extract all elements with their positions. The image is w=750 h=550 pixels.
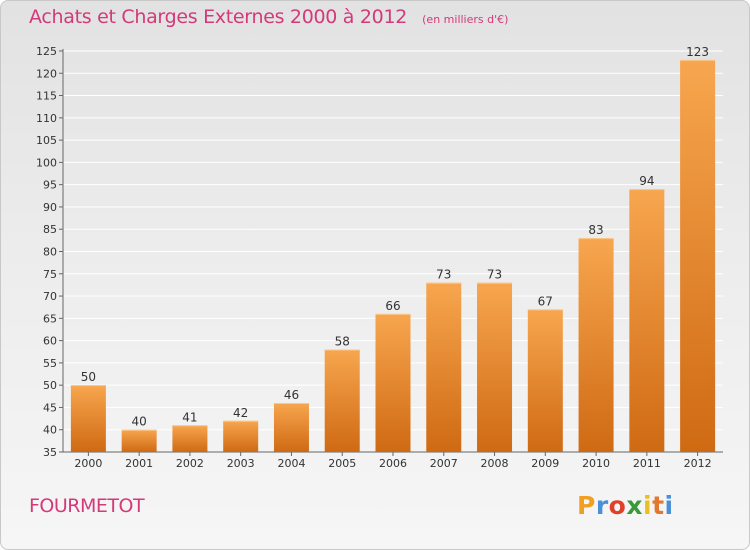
data-label-2001: 40 bbox=[132, 415, 147, 429]
y-tick-label: 100 bbox=[36, 156, 57, 169]
data-label-2005: 58 bbox=[335, 335, 350, 349]
x-tick-label-2005: 2005 bbox=[328, 457, 356, 470]
y-tick-label: 80 bbox=[43, 246, 57, 259]
chart-title: Achats et Charges Externes 2000 à 2012 bbox=[29, 6, 408, 28]
x-tick-label-2011: 2011 bbox=[633, 457, 661, 470]
y-tick-label: 110 bbox=[36, 112, 57, 125]
y-tick-label: 105 bbox=[36, 134, 57, 147]
brand-letter: r bbox=[595, 491, 609, 520]
y-tick-label: 60 bbox=[43, 335, 57, 348]
brand-letter: i bbox=[664, 491, 674, 520]
y-tick-label: 70 bbox=[43, 290, 57, 303]
x-tick-label-2007: 2007 bbox=[430, 457, 458, 470]
y-tick-label: 40 bbox=[43, 424, 57, 437]
x-tick-label-2003: 2003 bbox=[227, 457, 255, 470]
data-label-2011: 94 bbox=[639, 174, 654, 188]
x-tick-label-2002: 2002 bbox=[176, 457, 204, 470]
x-tick-label-2001: 2001 bbox=[125, 457, 153, 470]
x-tick-label-2009: 2009 bbox=[531, 457, 559, 470]
y-tick-label: 50 bbox=[43, 379, 57, 392]
bar-2000 bbox=[70, 385, 106, 452]
data-label-2004: 46 bbox=[284, 388, 299, 402]
y-tick-label: 55 bbox=[43, 357, 57, 370]
data-label-2010: 83 bbox=[588, 223, 603, 237]
bar-2006 bbox=[375, 313, 411, 452]
bar-2011 bbox=[629, 189, 665, 452]
bar-2009 bbox=[527, 309, 563, 452]
title-row: Achats et Charges Externes 2000 à 2012 (… bbox=[29, 6, 508, 28]
x-tick-label-2000: 2000 bbox=[74, 457, 102, 470]
data-label-2000: 50 bbox=[81, 370, 96, 384]
x-tick-label-2008: 2008 bbox=[481, 457, 509, 470]
bar-2003 bbox=[223, 420, 259, 452]
bars bbox=[70, 59, 716, 453]
town-name: FOURMETOT bbox=[29, 495, 145, 517]
y-tick-label: 65 bbox=[43, 312, 57, 325]
bar-2012 bbox=[680, 59, 716, 453]
x-tick-labels: 2000 2001 2002 2003 2004 2005 2006 2007 2008 2009… bbox=[74, 452, 712, 470]
y-tick-label: 90 bbox=[43, 201, 57, 214]
x-tick-label-2012: 2012 bbox=[684, 457, 712, 470]
chart-unit-note: (en milliers d'€) bbox=[422, 13, 509, 26]
data-label-2008: 73 bbox=[487, 268, 502, 282]
bar-2008 bbox=[477, 282, 513, 452]
brand-letter: o bbox=[608, 491, 627, 520]
y-tick-label: 95 bbox=[43, 179, 57, 192]
y-tick-label: 125 bbox=[36, 45, 57, 58]
data-label-2007: 73 bbox=[436, 268, 451, 282]
bar-2004 bbox=[273, 402, 309, 452]
y-tick-label: 115 bbox=[36, 90, 57, 103]
data-label-2003: 42 bbox=[233, 406, 248, 420]
brand-logo: Proxiti bbox=[577, 491, 674, 520]
bar-2002 bbox=[172, 425, 208, 452]
x-tick-label-2010: 2010 bbox=[582, 457, 610, 470]
bar-2010 bbox=[578, 238, 614, 452]
x-tick-label-2006: 2006 bbox=[379, 457, 407, 470]
brand-letter: P bbox=[577, 491, 596, 520]
data-label-2002: 41 bbox=[182, 410, 197, 424]
y-tick-label: 120 bbox=[36, 67, 57, 80]
bar-2001 bbox=[121, 429, 157, 452]
data-labels: 50 40 41 42 46 58 66 73 73 67 83 94 123 bbox=[81, 45, 709, 429]
bar-2007 bbox=[426, 282, 462, 452]
y-tick-label: 85 bbox=[43, 223, 57, 236]
y-tick-label: 45 bbox=[43, 401, 57, 414]
data-label-2006: 66 bbox=[385, 299, 400, 313]
y-tick-label: 35 bbox=[43, 446, 57, 459]
data-label-2009: 67 bbox=[538, 294, 553, 308]
brand-letter: t bbox=[652, 491, 665, 520]
bar-2005 bbox=[324, 349, 360, 452]
brand-letter: x bbox=[626, 491, 643, 520]
y-tick-label: 75 bbox=[43, 268, 57, 281]
data-label-2012: 123 bbox=[686, 45, 709, 59]
x-tick-label-2004: 2004 bbox=[277, 457, 305, 470]
brand-letter: i bbox=[643, 491, 653, 520]
y-tick-labels: 35 40 45 50 55 60 65 70 75 80 85 90 95 100 105 110 115 12… bbox=[36, 45, 63, 459]
